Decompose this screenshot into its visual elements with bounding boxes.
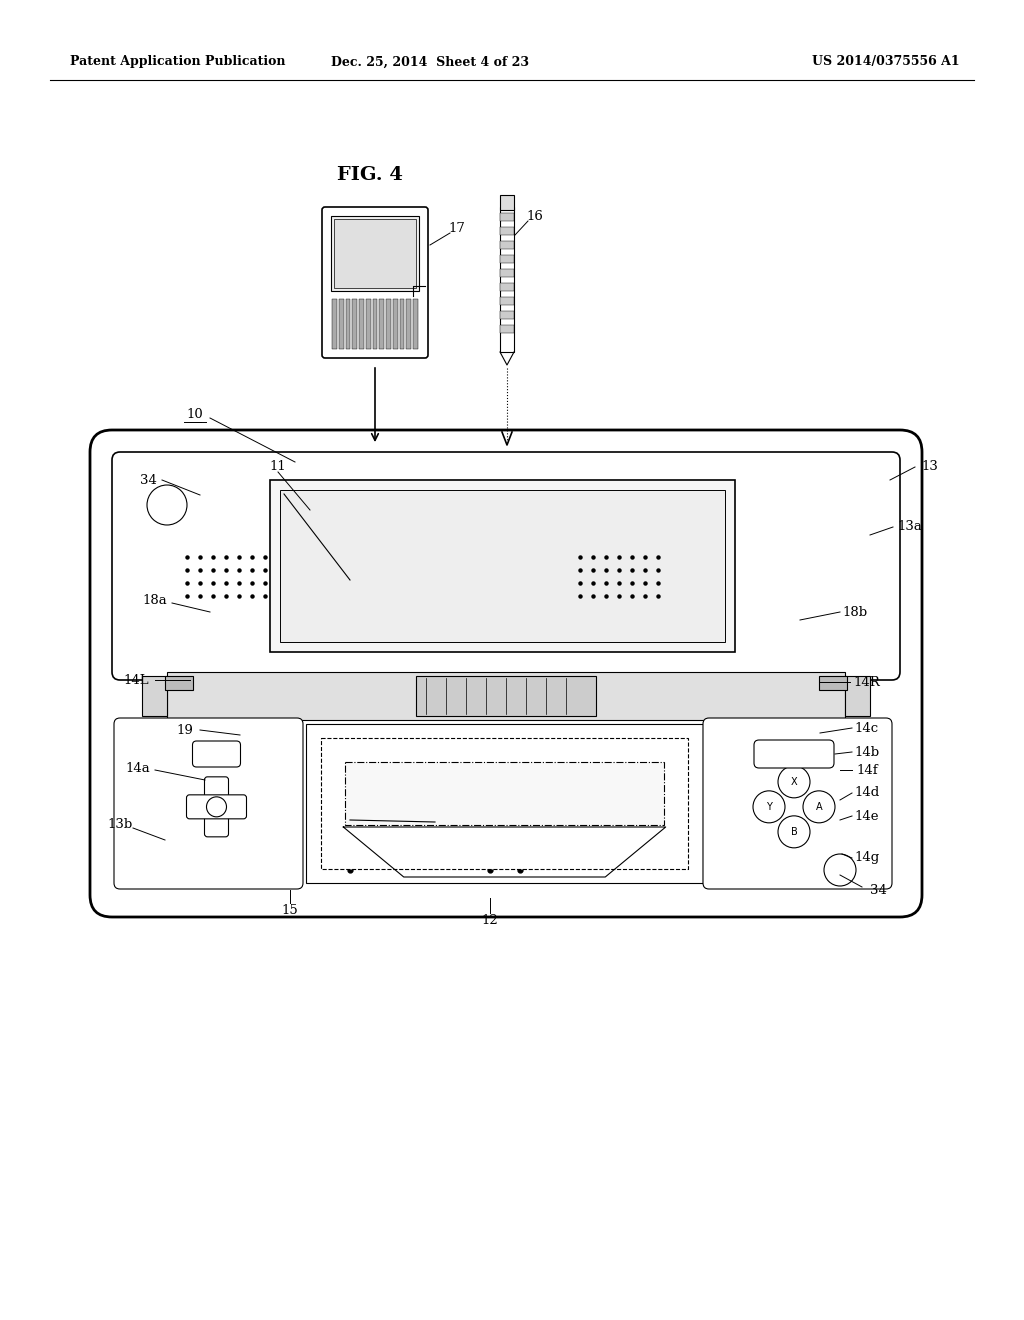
Bar <box>500 255 514 263</box>
Bar <box>332 300 337 348</box>
FancyBboxPatch shape <box>322 207 428 358</box>
Bar <box>500 207 514 352</box>
Circle shape <box>147 484 187 525</box>
Text: 16: 16 <box>526 210 544 223</box>
FancyBboxPatch shape <box>754 741 834 768</box>
Bar <box>500 227 514 235</box>
Bar <box>393 300 397 348</box>
Circle shape <box>778 816 810 847</box>
Bar <box>414 300 418 348</box>
Bar <box>500 325 514 333</box>
Bar <box>379 300 384 348</box>
Bar <box>819 676 847 690</box>
Text: 12: 12 <box>481 913 499 927</box>
Bar <box>407 300 412 348</box>
Bar <box>280 490 725 642</box>
Bar <box>165 676 193 690</box>
Circle shape <box>824 854 856 886</box>
Circle shape <box>207 797 226 817</box>
Text: 14a: 14a <box>126 762 151 775</box>
Bar <box>142 676 167 715</box>
Text: 11: 11 <box>269 461 287 474</box>
Text: X: X <box>791 777 798 787</box>
Text: 34: 34 <box>139 474 157 487</box>
Text: Patent Application Publication: Patent Application Publication <box>70 55 286 69</box>
Text: 18b: 18b <box>843 606 867 619</box>
Text: 14g: 14g <box>854 851 880 865</box>
Text: Dec. 25, 2014  Sheet 4 of 23: Dec. 25, 2014 Sheet 4 of 23 <box>331 55 529 69</box>
Text: 14b: 14b <box>854 746 880 759</box>
Text: B: B <box>791 826 798 837</box>
Bar <box>352 300 357 348</box>
Circle shape <box>803 791 835 822</box>
Bar <box>373 300 378 348</box>
Text: 18a: 18a <box>142 594 167 606</box>
Text: US 2014/0375556 A1: US 2014/0375556 A1 <box>812 55 961 69</box>
Bar <box>334 219 416 288</box>
Bar <box>331 216 419 290</box>
Circle shape <box>753 791 785 822</box>
Text: A: A <box>816 801 822 812</box>
Bar <box>500 213 514 220</box>
Text: 14R: 14R <box>854 676 881 689</box>
Bar <box>500 195 514 210</box>
Bar <box>321 738 688 869</box>
FancyBboxPatch shape <box>193 741 241 767</box>
Bar <box>500 269 514 277</box>
Bar <box>306 723 703 883</box>
Text: Y: Y <box>766 801 772 812</box>
FancyBboxPatch shape <box>703 718 892 888</box>
Bar <box>500 242 514 249</box>
Bar <box>359 300 364 348</box>
Text: 14e: 14e <box>855 809 880 822</box>
Bar <box>845 676 870 715</box>
Bar <box>339 300 343 348</box>
Bar <box>399 300 404 348</box>
Bar <box>500 312 514 319</box>
Text: 19: 19 <box>176 723 194 737</box>
FancyBboxPatch shape <box>186 795 247 818</box>
Bar <box>500 282 514 290</box>
FancyBboxPatch shape <box>114 718 303 888</box>
Bar <box>167 672 845 719</box>
Text: 13b: 13b <box>108 818 133 832</box>
Bar <box>500 297 514 305</box>
Bar <box>416 676 596 715</box>
Text: 13: 13 <box>922 461 938 474</box>
Circle shape <box>778 766 810 797</box>
Bar <box>270 480 735 652</box>
Text: 14L: 14L <box>123 673 148 686</box>
Text: 14f: 14f <box>856 763 878 776</box>
Text: 13a: 13a <box>898 520 923 533</box>
Text: 10: 10 <box>186 408 204 421</box>
Text: FIG. 4: FIG. 4 <box>337 166 402 183</box>
Bar <box>386 300 391 348</box>
Text: 17: 17 <box>449 222 466 235</box>
Bar <box>345 762 664 825</box>
Bar <box>366 300 371 348</box>
Text: 34: 34 <box>869 883 887 896</box>
Text: 14d: 14d <box>854 787 880 800</box>
FancyBboxPatch shape <box>112 451 900 680</box>
Text: 15: 15 <box>282 903 298 916</box>
FancyBboxPatch shape <box>90 430 922 917</box>
Bar <box>345 300 350 348</box>
FancyBboxPatch shape <box>205 777 228 837</box>
Text: 14c: 14c <box>855 722 879 734</box>
